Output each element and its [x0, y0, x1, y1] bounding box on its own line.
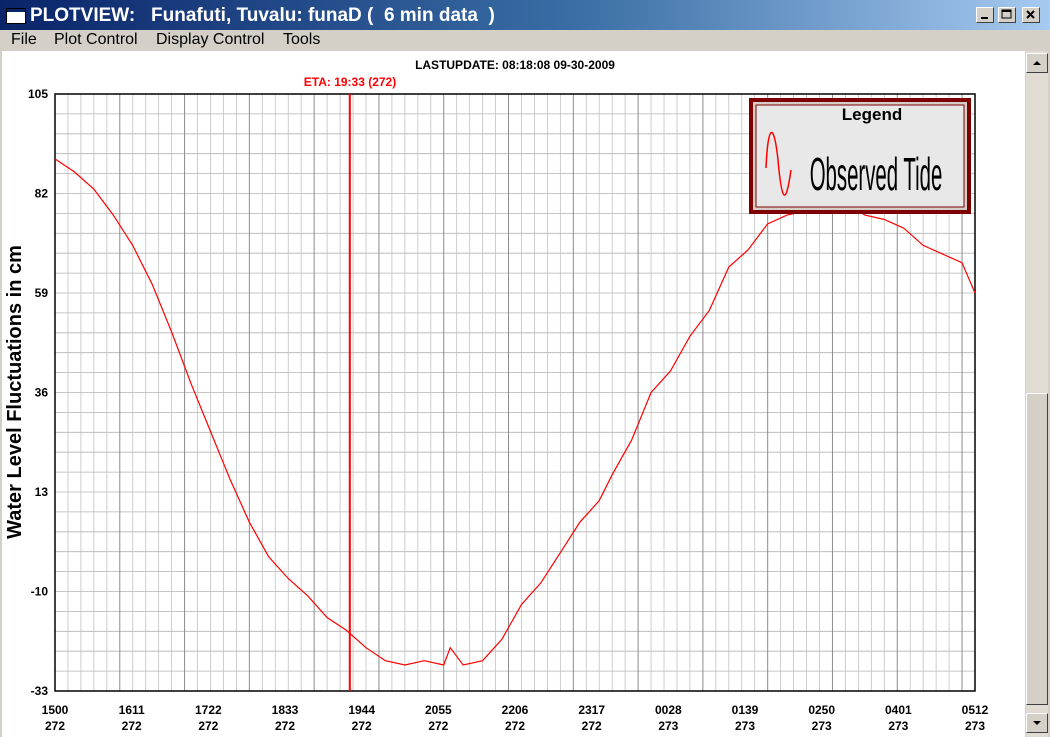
plot-frame — [54, 93, 976, 692]
menu-file[interactable]: File — [11, 31, 37, 48]
y-tick-label: 36 — [35, 386, 49, 400]
minimize-icon — [981, 17, 988, 19]
x-tick-time: 2317 — [578, 703, 605, 717]
x-tick-day: 273 — [888, 719, 908, 733]
x-tick-time: 1722 — [195, 703, 222, 717]
legend-entry-label: Observed Tide — [810, 149, 943, 201]
menu-bar: File Plot Control Display Control Tools — [0, 30, 1050, 51]
y-tick-label: 13 — [35, 485, 49, 499]
arrow-up-icon — [1033, 61, 1041, 65]
x-tick-time: 1611 — [119, 703, 145, 717]
y-tick-label: 105 — [28, 87, 48, 101]
scroll-thumb[interactable] — [1026, 393, 1048, 705]
x-tick-time: 0139 — [732, 703, 759, 717]
x-tick-time: 0028 — [655, 703, 682, 717]
x-tick-time: 1944 — [348, 703, 375, 717]
title-bar: PLOTVIEW: Funafuti, Tuvalu: funaD ( 6 mi… — [0, 0, 1050, 30]
eta-label: ETA: 19:33 (272) — [304, 75, 396, 89]
x-tick-day: 273 — [735, 719, 755, 733]
scroll-down-button[interactable] — [1026, 713, 1048, 733]
x-tick-day: 273 — [965, 719, 985, 733]
observed-tide-line — [54, 158, 976, 666]
x-tick-time: 1833 — [272, 703, 299, 717]
x-tick-day: 272 — [122, 719, 142, 733]
x-tick-day: 272 — [198, 719, 218, 733]
x-tick-time: 2206 — [502, 703, 529, 717]
arrow-down-icon — [1033, 721, 1041, 725]
y-tick-label: 82 — [35, 187, 49, 201]
x-tick-day: 273 — [812, 719, 832, 733]
x-tick-time: 0401 — [885, 703, 912, 717]
x-tick-day: 272 — [582, 719, 602, 733]
x-tick-day: 272 — [505, 719, 525, 733]
minimize-button[interactable] — [976, 7, 994, 23]
legend-wave-icon — [765, 131, 792, 196]
x-tick-time: 0250 — [808, 703, 835, 717]
app-window-icon — [6, 8, 26, 24]
x-tick-time: 1500 — [42, 703, 69, 717]
vertical-scrollbar[interactable] — [1026, 51, 1048, 737]
y-tick-label: 59 — [35, 286, 49, 300]
menu-plot-control[interactable]: Plot Control — [54, 31, 138, 48]
y-axis-label: Water Level Fluctuations in cm — [4, 245, 26, 539]
menu-display-control[interactable]: Display Control — [156, 31, 265, 48]
x-tick-time: 2055 — [425, 703, 452, 717]
y-tick-label: -10 — [31, 585, 49, 599]
maximize-button[interactable] — [998, 7, 1016, 23]
x-tick-day: 272 — [428, 719, 448, 733]
menu-tools[interactable]: Tools — [283, 31, 321, 48]
x-tick-time: 0512 — [962, 703, 989, 717]
x-tick-day: 273 — [658, 719, 678, 733]
x-tick-day: 272 — [45, 719, 65, 733]
scroll-up-button[interactable] — [1026, 53, 1048, 73]
lastupdate-label: LASTUPDATE: 08:18:08 09-30-2009 — [415, 58, 615, 72]
y-tick-label: -33 — [31, 684, 49, 698]
legend-box: Legend Observed Tide — [749, 98, 971, 214]
window-title: PLOTVIEW: Funafuti, Tuvalu: funaD ( 6 mi… — [30, 5, 495, 26]
x-tick-day: 272 — [352, 719, 372, 733]
close-button[interactable] — [1022, 7, 1040, 23]
close-icon — [1026, 10, 1035, 19]
x-tick-day: 272 — [275, 719, 295, 733]
maximize-icon — [1001, 9, 1012, 19]
legend-title: Legend — [842, 105, 902, 124]
